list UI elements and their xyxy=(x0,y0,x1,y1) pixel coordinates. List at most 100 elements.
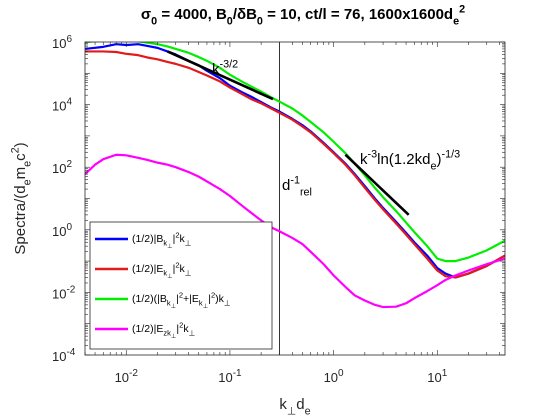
x-tick-label: 10-2 xyxy=(115,368,139,385)
legend-label-BE-part: 2 xyxy=(211,290,215,299)
x-axis-label-part: e xyxy=(305,405,311,417)
legend-label-E-part: ⊥ xyxy=(185,269,192,278)
y-tick-label-base: 10 xyxy=(52,224,66,239)
data-layer xyxy=(85,42,505,355)
y-tick-label: 10-2 xyxy=(52,284,76,301)
y-axis-label-part: c xyxy=(12,153,29,161)
chart-title-part: e xyxy=(453,15,459,27)
label-k-3-ln: k-3ln(1.2kde)-1/3 xyxy=(360,148,460,172)
y-tick-label-base: 10 xyxy=(52,99,66,114)
label-drel-part: -1 xyxy=(290,174,300,186)
legend-label-B-part: ⊥ xyxy=(167,243,173,250)
x-axis-label-part: k xyxy=(279,396,287,413)
legend-label-B: (1/2)|Bk⊥|2k⊥ xyxy=(132,230,191,250)
x-axis-label-part: d xyxy=(296,396,304,413)
x-tick-label-base: 10 xyxy=(427,370,441,385)
x-tick-label: 100 xyxy=(324,368,344,385)
series-line-Ez xyxy=(85,153,505,309)
y-tick-label: 104 xyxy=(52,97,72,114)
y-tick-label: 102 xyxy=(52,159,72,176)
legend-label-Ez-part: ⊥ xyxy=(189,329,196,338)
x-tick-label-exp: 1 xyxy=(442,368,448,379)
chart-title-part: = 4000, B xyxy=(157,6,227,23)
legend-label-Ez-part: k xyxy=(183,323,189,335)
x-tick-label-base: 10 xyxy=(324,370,338,385)
y-tick-label-exp: 4 xyxy=(66,97,72,108)
reference-line-k32 xyxy=(166,50,274,101)
legend-label-B-part: 2 xyxy=(175,230,179,239)
chart-title-part: 0 xyxy=(151,15,157,27)
legend-label-E-part: (1/2)|E xyxy=(132,263,163,275)
y-tick-label-exp: 6 xyxy=(66,34,72,45)
y-axis-label-part: e xyxy=(21,161,33,167)
chart-title-part: /δB xyxy=(233,6,257,23)
y-axis-label-part: ) xyxy=(12,142,29,147)
legend-label-B-part: k xyxy=(163,239,167,248)
reference-line-k3ln xyxy=(344,153,410,216)
legend-label-E-part: k xyxy=(180,263,186,275)
label-k-3-2: k-3/2 xyxy=(212,58,238,78)
label-drel: d-1rel xyxy=(282,174,312,198)
legend-label-BE-part: | xyxy=(176,293,179,305)
x-tick-label: 10-1 xyxy=(218,368,242,385)
series-line-E xyxy=(85,50,505,279)
legend-label-B-part: ⊥ xyxy=(185,239,192,248)
x-axis-label-part: ⊥ xyxy=(287,405,296,417)
legend-label-B-part: | xyxy=(173,233,176,245)
y-axis-label-part: 2 xyxy=(9,147,21,153)
x-tick-label-exp: -2 xyxy=(129,368,138,379)
y-tick-label: 106 xyxy=(52,34,72,51)
legend-label-Ez-part: ⊥ xyxy=(171,333,177,340)
legend-label-B-part: (1/2)|B xyxy=(132,233,163,245)
y-axis-label-part: m xyxy=(12,167,29,180)
chart-title-part: 0 xyxy=(227,15,233,27)
legend-label-Ez-part: (1/2)|E xyxy=(132,323,163,335)
legend-label-Ez-part: 2 xyxy=(179,320,183,329)
label-drel-part: d xyxy=(282,177,290,194)
legend-label-E-part: 2 xyxy=(175,260,179,269)
y-tick-label: 100 xyxy=(52,222,72,239)
y-axis-label: Spectra/(demec2) xyxy=(9,142,33,254)
label-k-3-ln-part: -3 xyxy=(368,148,378,160)
x-tick-label: 101 xyxy=(427,368,447,385)
y-tick-label-exp: -4 xyxy=(66,347,75,358)
legend-label-BE-part: k xyxy=(167,299,171,308)
label-k-3-ln-part: ) xyxy=(437,151,442,168)
y-tick-label-base: 10 xyxy=(52,36,66,51)
y-tick-label: 10-4 xyxy=(52,347,76,364)
legend-label-B-part: k xyxy=(180,233,186,245)
y-tick-label-base: 10 xyxy=(52,349,66,364)
legend-label-BE-part: ⊥ xyxy=(224,299,231,308)
chart-title-part: 2 xyxy=(459,3,465,15)
chart-title-part: = 10, ct/l = 76, 1600x1600d xyxy=(263,6,453,23)
y-tick-label-exp: -2 xyxy=(66,284,75,295)
legend-label-BE: (1/2)(|Bk⊥|2+|Ek⊥|2)k⊥ xyxy=(132,290,230,310)
x-tick-label-base: 10 xyxy=(115,370,129,385)
y-axis-label-part: Spectra/(d xyxy=(12,185,29,254)
legend-label-E-part: k xyxy=(163,269,167,278)
label-drel-part: rel xyxy=(300,186,312,198)
legend-label-BE-part: +|E xyxy=(183,293,199,305)
legend-label-BE-part: ⊥ xyxy=(171,303,177,310)
legend-label-E: (1/2)|Ek⊥|2k⊥ xyxy=(132,260,191,280)
legend-label-Ez: (1/2)|Ezk⊥|2k⊥ xyxy=(132,320,195,340)
label-k-3-ln-part: e xyxy=(430,160,436,172)
y-tick-label-base: 10 xyxy=(52,286,66,301)
label-k-3-2-part: k xyxy=(212,61,220,78)
legend-label-BE-part: (1/2)(|B xyxy=(132,293,167,305)
y-axis-label-part: e xyxy=(21,179,33,185)
x-axis-label: k⊥de xyxy=(279,396,310,417)
legend-label-Ez-part: | xyxy=(176,323,179,335)
label-k-3-ln-part: k xyxy=(360,151,368,168)
chart-title: σ0 = 4000, B0/δB0 = 10, ct/l = 76, 1600x… xyxy=(141,3,465,27)
x-tick-label-exp: 0 xyxy=(338,368,344,379)
label-k-3-2-part: -3/2 xyxy=(220,58,239,70)
chart-title-part: 0 xyxy=(257,15,263,27)
legend-label-BE-part: | xyxy=(208,293,211,305)
legend-label-BE-part: ⊥ xyxy=(203,303,209,310)
legend-label-BE-part: )k xyxy=(215,293,224,305)
label-k-3-ln-part: -1/3 xyxy=(442,148,461,160)
